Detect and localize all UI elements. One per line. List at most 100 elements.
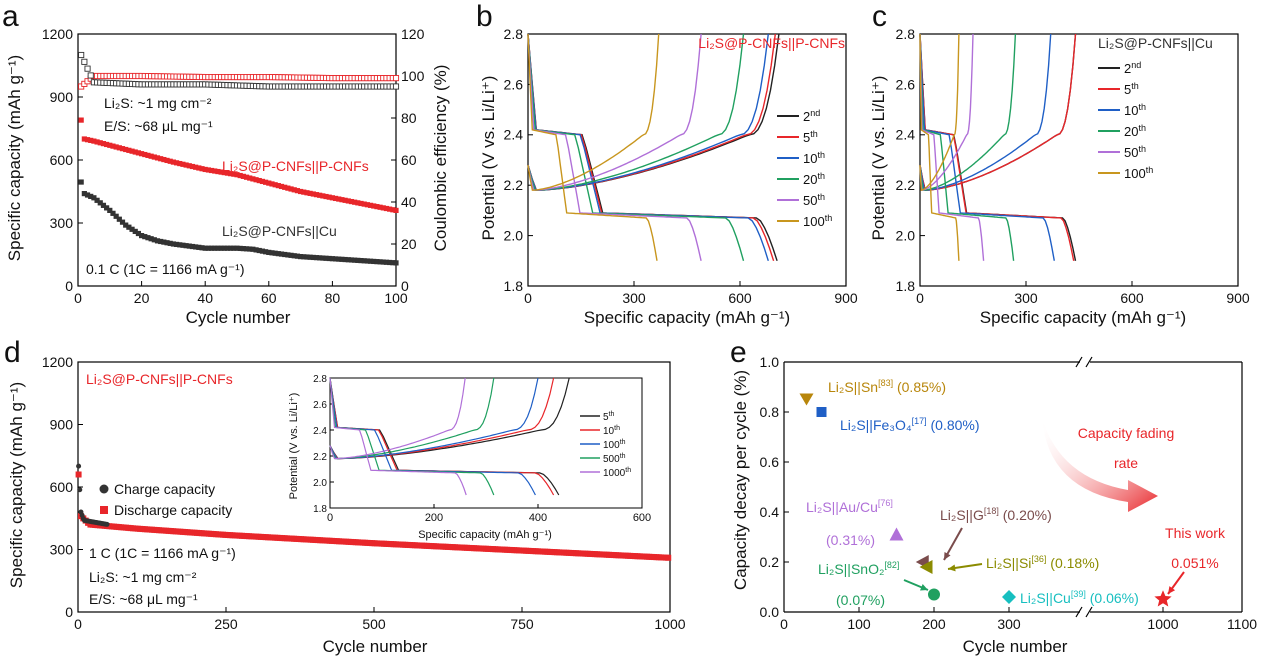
panel-a-series0-point bbox=[88, 137, 94, 143]
panel-a-series1-point bbox=[345, 257, 351, 263]
panel-a-series1-point bbox=[218, 245, 224, 251]
panel-a-series0-point bbox=[278, 183, 285, 190]
panel-e-axis-break bbox=[1075, 606, 1083, 618]
panel-c-legend-label-100th: 100th bbox=[1124, 165, 1153, 181]
panel-a-series0-point bbox=[374, 204, 380, 210]
panel-a-series0-point bbox=[177, 160, 183, 167]
panel-c-discharge-curve-100th bbox=[919, 33, 960, 261]
panel-a-series0-point bbox=[272, 182, 278, 188]
panel-c-discharge-curve-2nd bbox=[919, 33, 1077, 261]
panel-a-series1-point bbox=[278, 251, 285, 257]
panel-a-series0-point bbox=[91, 138, 97, 144]
panel-a-series1-point bbox=[186, 243, 192, 249]
panel-a-series1-point bbox=[177, 242, 183, 248]
panel-c-plot: 0 300 600 900 1.8 2.0 2.2 2.4 2.6 2.8 2nd 5th 10th 20… bbox=[896, 26, 1250, 306]
panel-d-inset-ytick-label: 2.6 bbox=[313, 400, 327, 411]
panel-e-point-1-label: Li₂S||Fe₃O₄[17] (0.80%) bbox=[840, 416, 980, 433]
panel-a-series0-point bbox=[234, 172, 240, 178]
panel-a-series1-point bbox=[352, 257, 358, 263]
panel-a-series1-point bbox=[342, 256, 348, 263]
panel-d-charge-point bbox=[104, 521, 110, 527]
panel-e-point-5-value: (0.07%) bbox=[836, 592, 885, 608]
panel-a-series0-point bbox=[383, 205, 390, 212]
panel-a-series0-point bbox=[285, 185, 291, 191]
panel-c-legend-label-2nd: 2nd bbox=[1124, 60, 1141, 76]
panel-a-xtick-label: 0 bbox=[74, 290, 82, 306]
panel-a-series0-point bbox=[151, 154, 157, 160]
panel-d-xtick-label: 0 bbox=[74, 616, 82, 632]
panel-e-xtick-label: 200 bbox=[922, 616, 946, 632]
panel-a-series1-point bbox=[126, 224, 132, 230]
panel-a-xtick-label: 20 bbox=[134, 290, 150, 306]
panel-a-series0-point bbox=[266, 180, 272, 186]
panel-c-discharge-curve-50th bbox=[919, 33, 985, 261]
panel-a-series1-point bbox=[139, 233, 145, 239]
panel-e-ytick-label: 0.0 bbox=[760, 604, 780, 620]
panel-d-inset-ytick-label: 2.2 bbox=[313, 452, 327, 463]
panel-a-series1-point bbox=[288, 252, 294, 258]
panel-a-series1-point bbox=[243, 246, 250, 252]
panel-b-ytick-label: 2.4 bbox=[504, 127, 524, 143]
panel-a-series0-point bbox=[94, 139, 100, 145]
panel-e-ytick-label: 1.0 bbox=[760, 354, 780, 370]
panel-a-series1-point bbox=[361, 258, 367, 264]
panel-a-series1-point bbox=[259, 248, 266, 254]
panel-a-ytick-right-label: 0 bbox=[401, 278, 409, 294]
panel-a-series1-point bbox=[196, 244, 202, 250]
panel-a-series1-point bbox=[129, 226, 135, 232]
panel-d-xtick-label: 250 bbox=[214, 616, 238, 632]
panel-a-series1-point bbox=[148, 236, 154, 242]
panel-a-series1-point bbox=[151, 237, 157, 243]
panel-e-ytick-label: 0.2 bbox=[760, 554, 780, 570]
panel-a-series0-point bbox=[390, 207, 396, 213]
panel-a-series0-point bbox=[116, 145, 122, 151]
panel-b-legend-label-5th: 5th bbox=[803, 129, 818, 145]
panel-a-series0-point bbox=[139, 151, 145, 157]
panel-d-es-note: E/S: ~68 μL mg⁻¹ bbox=[89, 591, 198, 607]
panel-a-series1-point bbox=[294, 253, 301, 259]
panel-a-series1-point bbox=[113, 213, 119, 219]
panel-a-series0-point bbox=[326, 194, 332, 200]
panel-a-series1-point bbox=[263, 249, 269, 255]
panel-a-ytick-label: 300 bbox=[50, 215, 74, 231]
panel-a-series0-point bbox=[231, 171, 237, 177]
panel-e-xtick-label: 300 bbox=[997, 616, 1021, 632]
panel-a-series0-point bbox=[199, 166, 205, 172]
panel-a-series0-point bbox=[142, 151, 148, 158]
panel-a-series1-point bbox=[317, 255, 323, 261]
panel-a-series0-point bbox=[243, 174, 250, 180]
panel-a-series1-point bbox=[247, 246, 253, 252]
panel-a-series1-point bbox=[91, 195, 97, 201]
panel-a-series2-point bbox=[392, 75, 400, 82]
panel-a-series1-point bbox=[119, 219, 126, 225]
panel-a-series0-point bbox=[170, 159, 176, 165]
panel-d-inset-xtick-label: 600 bbox=[633, 512, 651, 524]
panel-b-legend-label-2nd: 2nd bbox=[803, 108, 820, 124]
panel-d-inset-charge-100th bbox=[329, 377, 539, 460]
panel-a-series1-point bbox=[100, 202, 107, 208]
panel-a-series1-point bbox=[212, 245, 218, 251]
panel-a-series0-point bbox=[329, 195, 335, 201]
panel-a-series0-point bbox=[158, 156, 164, 162]
panel-b-xtick-label: 900 bbox=[834, 290, 858, 306]
panel-a-series1-point bbox=[135, 230, 142, 237]
panel-e-ytick-label: 0.8 bbox=[760, 404, 780, 420]
panel-a-series1-point bbox=[142, 234, 148, 240]
legend-charge-marker bbox=[99, 484, 109, 494]
panel-d-inset-ylabel: Potential (V vs. Li/Li⁺) bbox=[288, 393, 300, 500]
panel-c-frame bbox=[919, 33, 1239, 287]
panel-d-discharge-point bbox=[665, 554, 672, 561]
panel-a-series1-point bbox=[228, 245, 234, 251]
panel-e-point-6 bbox=[1002, 590, 1016, 604]
panel-c-charge-curve-20th bbox=[919, 33, 1017, 191]
panel-a-series0-point bbox=[358, 200, 364, 207]
panel-a-series0-point bbox=[336, 196, 342, 202]
panel-a-ytick-label: 900 bbox=[50, 89, 74, 105]
panel-d-loading-note: Li₂S: ~1 mg cm⁻² bbox=[89, 569, 197, 585]
panel-a-series0-point bbox=[81, 136, 87, 142]
this-work-label: This work bbox=[1165, 525, 1226, 541]
panel-a-series0-point bbox=[215, 168, 221, 175]
panel-a-series0-point bbox=[294, 188, 301, 194]
panel-a-series0-point bbox=[126, 147, 132, 153]
panel-a-series0-point bbox=[110, 143, 116, 149]
